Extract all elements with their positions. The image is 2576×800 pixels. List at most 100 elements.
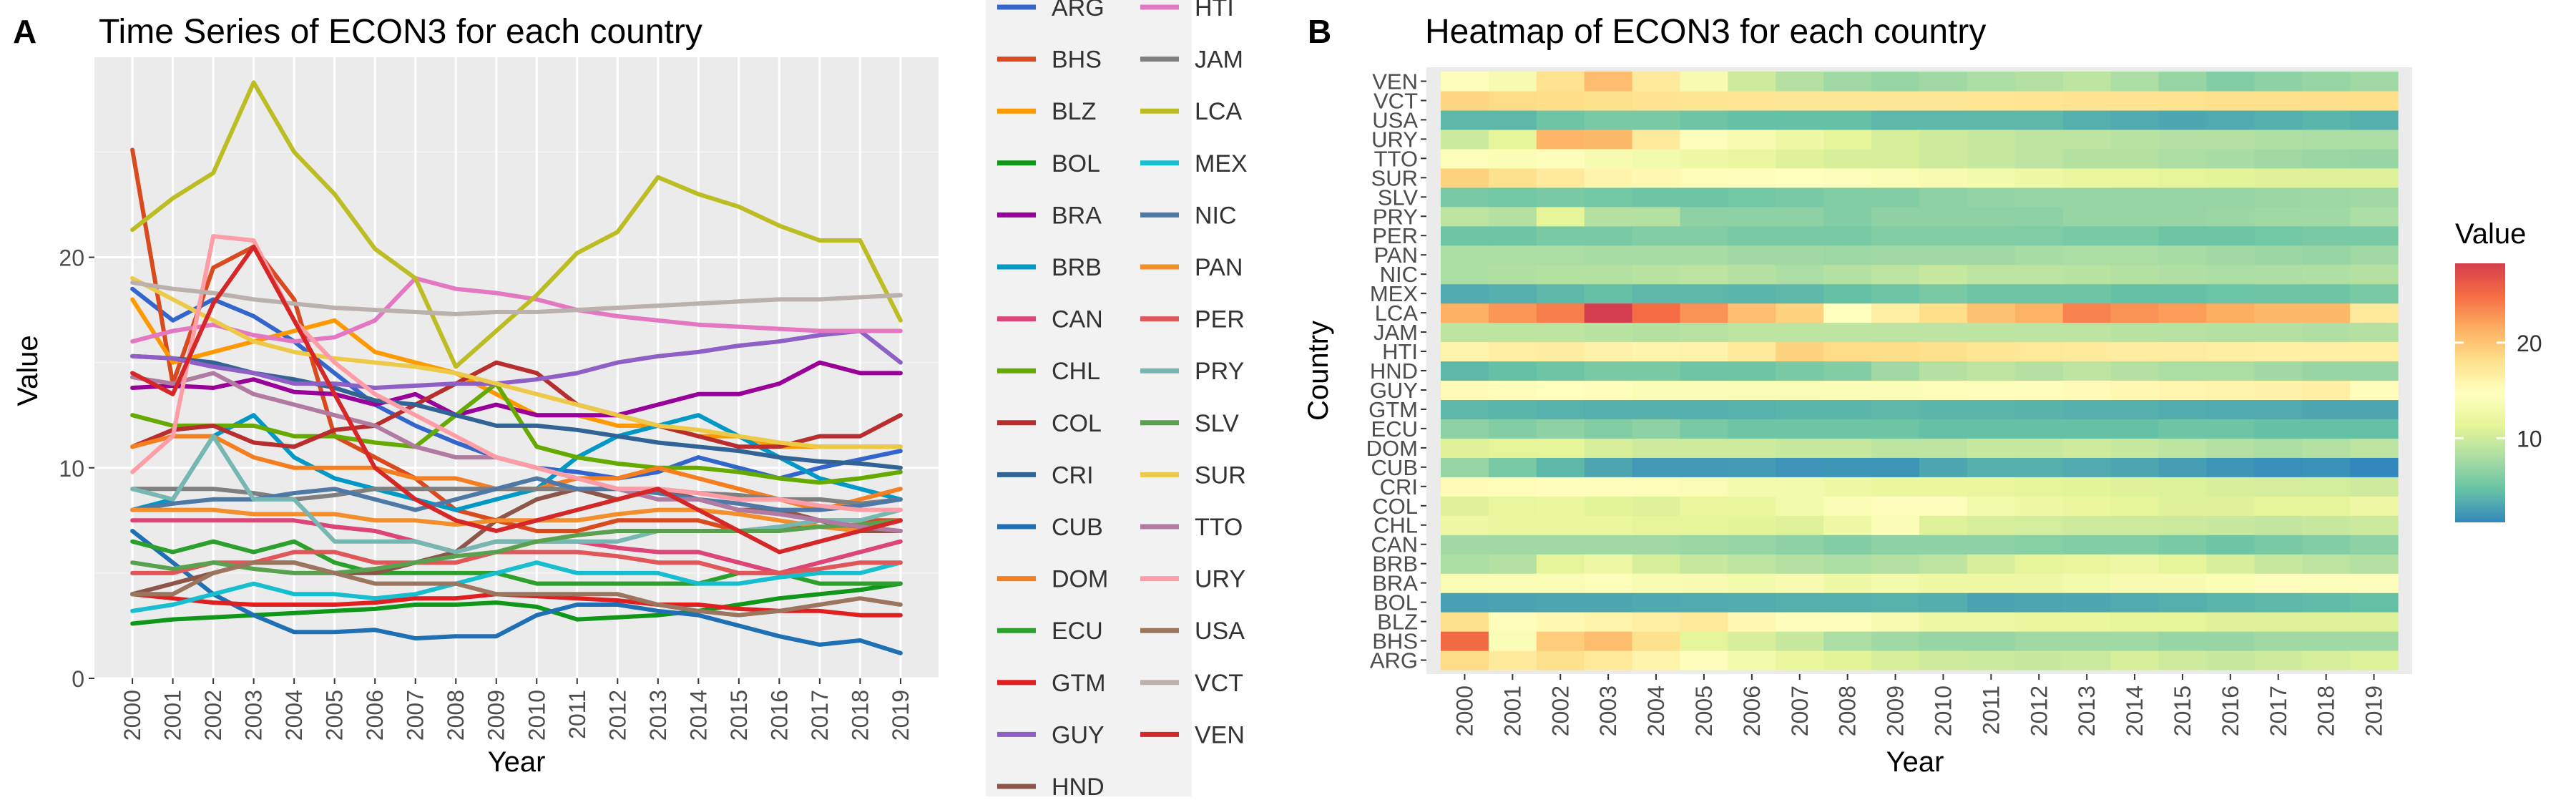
heat-cell-sur-2015: [2158, 167, 2207, 188]
heat-cell-can-2008: [1823, 535, 1872, 555]
heat-cell-ven-2016: [2206, 72, 2255, 92]
x-tick-label: 2009: [484, 690, 509, 741]
heat-cell-bhs-2013: [2062, 631, 2112, 651]
heat-cell-mex-2010: [1919, 283, 1968, 304]
heat-cell-per-2013: [2062, 225, 2112, 246]
heat-cell-bol-2011: [1967, 592, 2016, 613]
heat-cell-ecu-2006: [1728, 419, 1776, 439]
heat-cell-cub-2008: [1823, 457, 1872, 477]
heat-y-label-lca: LCA: [1375, 301, 1419, 326]
heat-cell-cub-2015: [2158, 457, 2207, 477]
heat-cell-arg-2011: [1967, 650, 2016, 670]
heat-cell-usa-2001: [1488, 109, 1537, 130]
heat-cell-can-2001: [1488, 535, 1537, 555]
heat-cell-vct-2010: [1919, 90, 1968, 111]
heat-cell-gtm-2003: [1584, 399, 1633, 420]
heat-cell-jam-2015: [2158, 322, 2207, 343]
heat-cell-pry-2011: [1967, 206, 2016, 227]
heat-cell-pan-2004: [1632, 245, 1681, 265]
heat-y-label-pan: PAN: [1374, 243, 1418, 268]
heat-cell-usa-2011: [1967, 109, 2016, 130]
heat-cell-arg-2014: [2110, 650, 2160, 670]
heat-cell-ecu-2004: [1632, 419, 1681, 439]
heat-cell-usa-2005: [1680, 109, 1728, 130]
heat-cell-ecu-2002: [1536, 419, 1585, 439]
colorbar-title: Value: [2455, 218, 2526, 250]
heat-cell-bra-2009: [1871, 573, 1920, 593]
heat-cell-can-2004: [1632, 535, 1681, 555]
heat-cell-cri-2007: [1776, 477, 1824, 497]
heat-cell-nic-2001: [1488, 264, 1537, 285]
legend-label-lca: LCA: [1195, 98, 1242, 125]
heat-cell-tto-2007: [1776, 148, 1824, 169]
heat-cell-cub-2010: [1919, 457, 1968, 477]
heat-cell-pan-2017: [2254, 245, 2303, 265]
heat-cell-bol-2012: [2014, 592, 2064, 613]
heat-cell-nic-2004: [1632, 264, 1681, 285]
heat-cell-blz-2018: [2302, 612, 2351, 632]
heat-cell-bhs-2009: [1871, 631, 1920, 651]
heat-cell-bra-2005: [1680, 573, 1728, 593]
heat-cell-can-2010: [1919, 535, 1968, 555]
heat-y-label-jam: JAM: [1373, 320, 1418, 345]
x-tick-label: 2015: [726, 690, 752, 741]
legend-label-guy: GUY: [1052, 721, 1105, 748]
heat-cell-tto-2010: [1919, 148, 1968, 169]
heat-cell-ecu-2000: [1441, 419, 1489, 439]
heat-cell-gtm-2008: [1823, 399, 1872, 420]
heat-cell-vct-2000: [1441, 90, 1489, 111]
heat-cell-chl-2007: [1776, 515, 1824, 535]
heat-cell-hnd-2005: [1680, 361, 1728, 381]
heat-cell-per-2008: [1823, 225, 1872, 246]
heat-cell-pry-2019: [2350, 206, 2399, 227]
heat-cell-gtm-2010: [1919, 399, 1968, 420]
series-line-cub: [130, 529, 903, 655]
heat-cell-sur-2004: [1632, 167, 1681, 188]
heat-cell-gtm-2011: [1967, 399, 2016, 420]
heat-cell-sur-2009: [1871, 167, 1920, 188]
heat-cell-blz-2008: [1823, 612, 1872, 632]
heat-cell-hti-2019: [2350, 341, 2399, 362]
heat-y-label-bhs: BHS: [1372, 629, 1418, 654]
heat-cell-ury-2009: [1871, 129, 1920, 150]
heat-cell-ury-2004: [1632, 129, 1681, 150]
heat-cell-ury-2010: [1919, 129, 1968, 150]
heat-cell-can-2002: [1536, 535, 1585, 555]
heat-cell-brb-2005: [1680, 554, 1728, 574]
heat-cell-mex-2018: [2302, 283, 2351, 304]
heat-cell-vct-2019: [2350, 90, 2399, 111]
heat-cell-jam-2018: [2302, 322, 2351, 343]
heat-x-label: 2001: [1499, 686, 1525, 736]
heat-cell-guy-2003: [1584, 380, 1633, 401]
heat-cell-cri-2013: [2062, 477, 2112, 497]
heat-cell-pan-2002: [1536, 245, 1585, 265]
heat-cell-ecu-2013: [2062, 419, 2112, 439]
heat-cell-slv-2006: [1728, 187, 1776, 208]
heat-cell-gtm-2019: [2350, 399, 2399, 420]
heat-cell-nic-2016: [2206, 264, 2255, 285]
legend-label-tto: TTO: [1195, 514, 1243, 541]
heat-cell-blz-2005: [1680, 612, 1728, 632]
heat-cell-arg-2015: [2158, 650, 2207, 670]
heat-cell-pry-2008: [1823, 206, 1872, 227]
heat-cell-usa-2017: [2254, 109, 2303, 130]
heat-cell-tto-2016: [2206, 148, 2255, 169]
heat-cell-col-2009: [1871, 496, 1920, 516]
x-tick-label: 2018: [847, 690, 873, 741]
heat-cell-per-2002: [1536, 225, 1585, 246]
heat-cell-hnd-2001: [1488, 361, 1537, 381]
heat-y-label-guy: GUY: [1370, 378, 1418, 403]
heat-cell-brb-2015: [2158, 554, 2207, 574]
heat-cell-ven-2015: [2158, 72, 2207, 92]
heat-cell-bol-2003: [1584, 592, 1633, 613]
x-tick-label: 2014: [685, 690, 711, 741]
heat-cell-lca-2005: [1680, 303, 1728, 323]
heat-cell-pry-2004: [1632, 206, 1681, 227]
heat-cell-slv-2009: [1871, 187, 1920, 208]
heat-cell-mex-2011: [1967, 283, 2016, 304]
legend-background: [986, 0, 1192, 796]
heat-cell-tto-2002: [1536, 148, 1585, 169]
heat-cell-cri-2018: [2302, 477, 2351, 497]
heat-x-label: 2016: [2218, 686, 2243, 736]
legend-label-cri: CRI: [1052, 462, 1094, 489]
